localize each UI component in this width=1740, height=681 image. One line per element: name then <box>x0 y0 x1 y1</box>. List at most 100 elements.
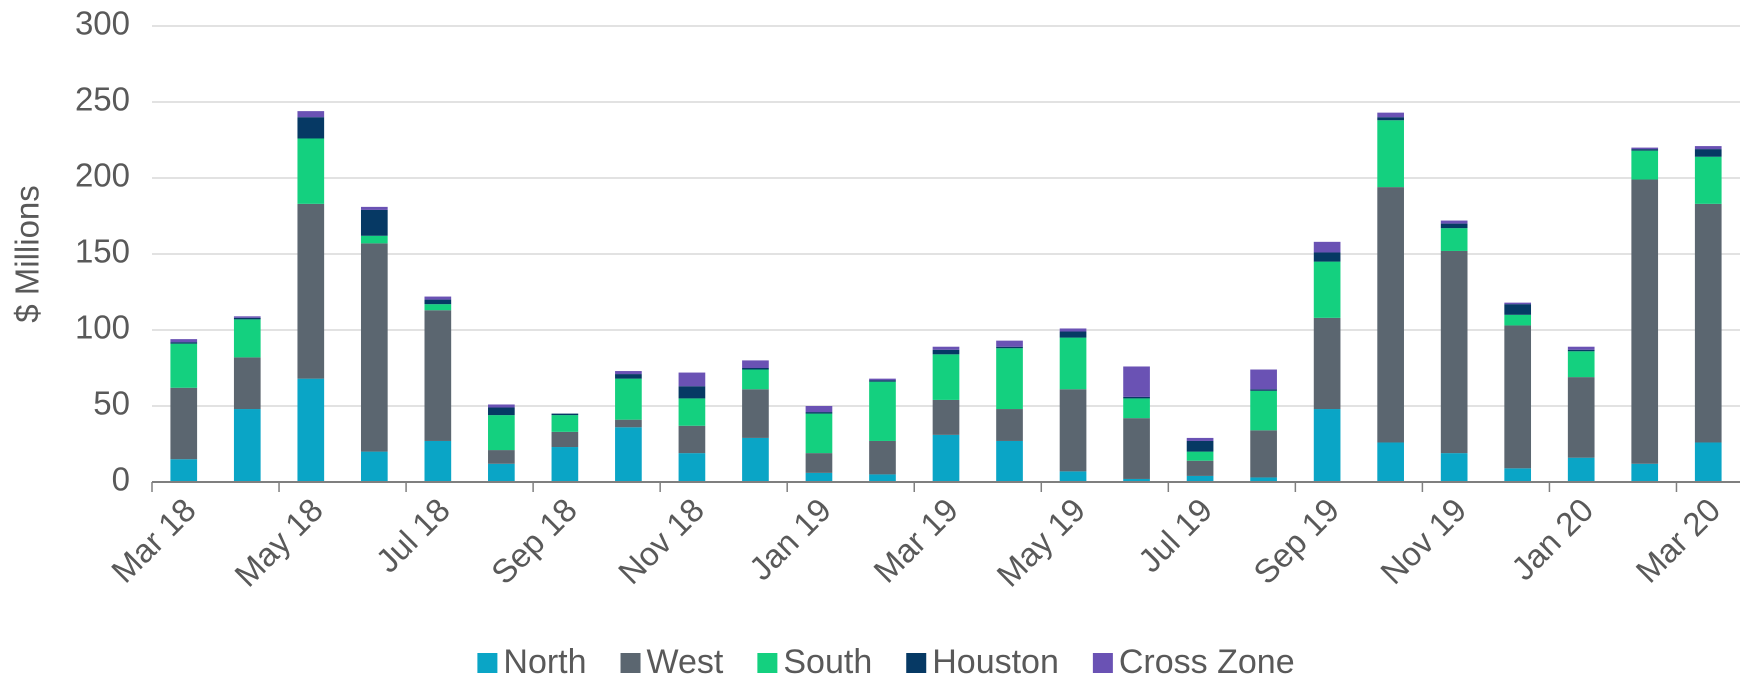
legend-swatch <box>477 653 498 673</box>
bar-segment <box>424 299 452 305</box>
bar-segment <box>1440 220 1468 224</box>
legend-swatch <box>757 653 778 673</box>
bar-segment <box>996 340 1023 347</box>
x-tick-label: Mar 19 <box>866 491 965 590</box>
bar-segment <box>1504 468 1532 482</box>
bar-segment <box>297 203 325 379</box>
bar-segment <box>488 463 515 482</box>
bar-segment <box>1567 349 1595 352</box>
bar-segment <box>233 317 261 320</box>
bar-segment <box>996 346 1023 349</box>
bar-segment <box>233 409 261 482</box>
bar-segment <box>1694 203 1722 443</box>
bar-segment <box>1631 150 1659 180</box>
bar-segment <box>1631 463 1659 482</box>
x-tick-label: Sep 18 <box>484 491 584 591</box>
bar-segment <box>869 378 896 381</box>
bar-segment <box>1377 112 1404 118</box>
bar-segment <box>932 399 960 435</box>
bar-segment <box>297 138 325 204</box>
y-tick-label: 50 <box>93 385 130 422</box>
legend-label: Cross Zone <box>1119 643 1295 681</box>
bar-segment <box>488 407 515 416</box>
legend: North West South Houston Cross Zone <box>477 643 1295 681</box>
bar-segment <box>742 369 769 390</box>
y-tick-label: 100 <box>75 309 130 346</box>
bar-segment <box>551 413 579 416</box>
bar-segment <box>742 389 769 438</box>
y-tick-label: 200 <box>75 157 130 194</box>
bar-segment <box>1440 228 1468 251</box>
bar-segment <box>1567 457 1595 482</box>
x-tick-label: May 18 <box>227 491 330 594</box>
bar-segment <box>1377 187 1404 443</box>
bar-segment <box>1694 442 1722 482</box>
bar-segment <box>1313 317 1341 410</box>
bar-segment <box>1059 328 1087 332</box>
bar-segment <box>170 342 198 344</box>
bar-segment <box>233 316 261 318</box>
bar-segment <box>424 440 452 482</box>
bar-segment <box>678 425 706 454</box>
bar-segment <box>742 368 769 370</box>
bar-segment <box>1504 302 1532 305</box>
bar-segment <box>869 380 896 382</box>
x-tick-label: Jul 19 <box>1131 491 1219 579</box>
x-tick-label: Mar 18 <box>104 491 203 590</box>
bar-segment <box>678 386 706 399</box>
bar-segment <box>297 378 325 482</box>
bar-segment <box>1504 314 1532 326</box>
bar-segment <box>170 459 198 482</box>
bar-segment <box>678 398 706 426</box>
bar-segment <box>1186 475 1214 482</box>
bar-segment <box>1059 331 1087 338</box>
x-tick-label: Sep 19 <box>1246 491 1346 591</box>
x-tick-label: Nov 19 <box>1373 491 1473 591</box>
legend-swatch <box>906 653 927 673</box>
x-tick-label: Jan 20 <box>1504 491 1600 587</box>
bar-segment <box>360 235 388 244</box>
bar-segment <box>615 427 642 482</box>
bar-segment <box>1123 396 1150 399</box>
bar-segment <box>1250 430 1277 478</box>
bar-segment <box>551 447 579 482</box>
bar-segment <box>1631 179 1659 464</box>
bar-segment <box>360 243 388 452</box>
bar-segment <box>233 319 261 358</box>
bar-segment <box>170 339 198 343</box>
bar-segment <box>1504 304 1532 315</box>
bar-segment <box>805 412 833 414</box>
bar-segment <box>1186 460 1214 476</box>
bar-segment <box>869 381 896 441</box>
bar-segment <box>1186 437 1214 441</box>
bar-segment <box>1250 389 1277 391</box>
bar-segment <box>424 296 452 300</box>
bar-segment <box>1250 477 1277 482</box>
bar-segment <box>932 346 960 350</box>
bar-segment <box>170 343 198 388</box>
y-axis-label: $ Millions <box>9 185 46 323</box>
bar-segment <box>551 431 579 448</box>
bar-segment <box>615 374 642 379</box>
bar-segment <box>360 451 388 482</box>
bar-segment <box>1440 223 1468 229</box>
bar-segment <box>424 304 452 311</box>
bar-segment <box>1567 346 1595 350</box>
bar-segment <box>742 437 769 482</box>
x-tick-label: Jan 19 <box>742 491 838 587</box>
bar-segment <box>742 360 769 368</box>
bar-segment <box>1059 337 1087 390</box>
bar-segment <box>678 372 706 387</box>
bar-segment <box>1567 351 1595 378</box>
bar-segment <box>424 310 452 441</box>
y-tick-label: 150 <box>75 233 130 270</box>
bar-segment <box>170 387 198 460</box>
bar-segment <box>615 371 642 375</box>
bar-segment <box>1631 149 1659 151</box>
bar-segment <box>360 206 388 210</box>
bar-segment <box>1377 120 1404 188</box>
bar-segment <box>297 117 325 139</box>
bar-segment <box>1504 325 1532 469</box>
bar-segment <box>488 415 515 451</box>
bar-segment <box>805 413 833 454</box>
